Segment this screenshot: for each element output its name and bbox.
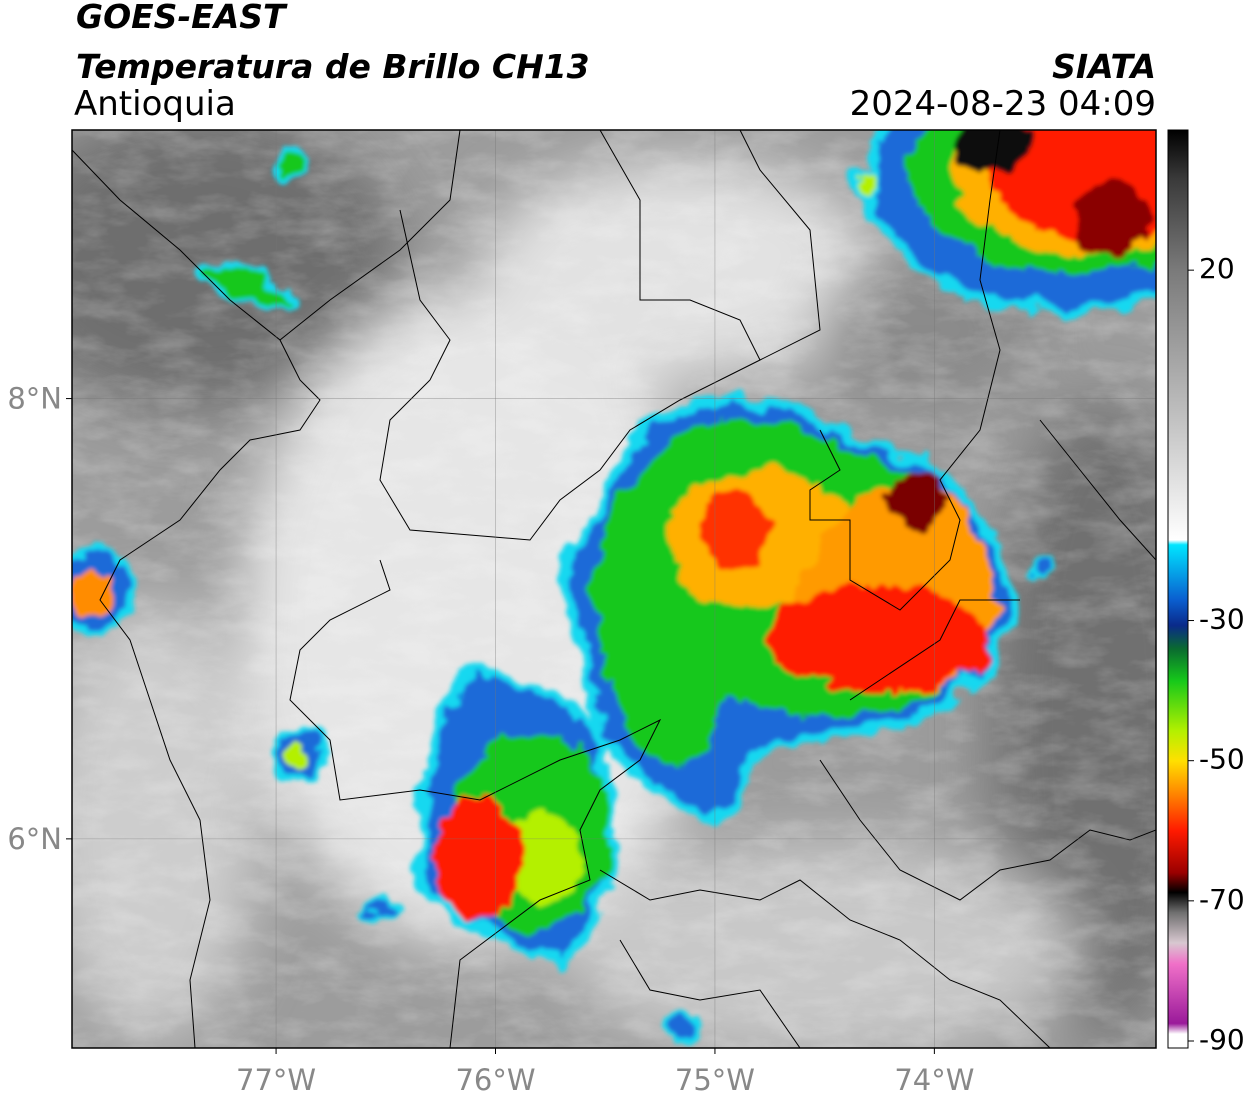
x-tick-label: 77°W — [236, 1063, 316, 1097]
map-frame — [71, 129, 1157, 1049]
colorbar-tick-label: -30 — [1199, 603, 1245, 636]
borders — [72, 130, 1156, 1048]
y-tick-label: 8°N — [7, 382, 62, 416]
title: GOES-EAST — [76, 0, 288, 36]
colorbar-tick-label: -50 — [1199, 743, 1245, 776]
region: Antioquia — [74, 84, 236, 124]
colorbar-tick-label: -90 — [1199, 1023, 1245, 1056]
subtitle: Temperatura de Brillo CH13 — [76, 47, 590, 86]
x-tick-label: 75°W — [675, 1063, 755, 1097]
colorbar — [1167, 129, 1189, 1049]
colorbar-tick-label: -70 — [1199, 883, 1245, 916]
x-tick-label: 76°W — [455, 1063, 535, 1097]
satellite-image — [72, 130, 1156, 1048]
datetime: 2024-08-23 04:09 — [850, 84, 1156, 124]
y-tick-label: 6°N — [7, 822, 62, 856]
x-tick-label: 74°W — [894, 1063, 974, 1097]
colorbar-tick-label: 20 — [1199, 252, 1235, 285]
source: SIATA — [1052, 47, 1156, 86]
